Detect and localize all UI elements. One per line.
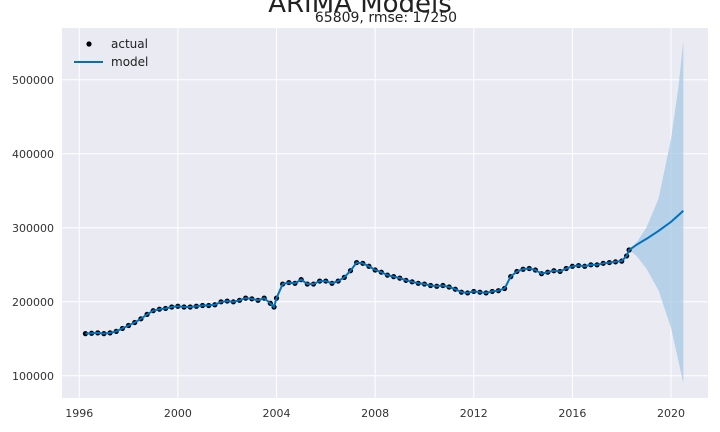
x-tick-label: 2012: [460, 407, 488, 420]
x-tick-label: 2000: [164, 407, 192, 420]
y-tick-label: 200000: [12, 296, 54, 309]
y-tick-label: 100000: [12, 370, 54, 383]
chart-title: ARIMA Models: [268, 0, 452, 19]
y-tick-label: 300000: [12, 222, 54, 235]
legend-actual-label: actual: [111, 37, 148, 51]
chart-subtitle: 65809, rmse: 17250: [315, 10, 457, 26]
x-tick-label: 2016: [558, 407, 586, 420]
x-tick-label: 1996: [65, 407, 93, 420]
y-axis-ticks: 100000 200000 300000 400000 500000: [12, 74, 54, 383]
grid: [62, 28, 708, 398]
model-series: [85, 210, 684, 335]
model-line: [85, 210, 684, 335]
plot-area: [62, 28, 708, 398]
x-axis-ticks: 1996 2000 2004 2008 2012 2016 2020: [65, 407, 685, 420]
y-tick-label: 400000: [12, 148, 54, 161]
legend-model-label: model: [111, 55, 148, 69]
x-tick-label: 2008: [361, 407, 389, 420]
confidence-band-area: [629, 40, 684, 384]
x-tick-label: 2004: [263, 407, 291, 420]
confidence-band: [629, 40, 684, 384]
legend: actual model: [74, 37, 148, 69]
y-tick-label: 500000: [12, 74, 54, 87]
legend-actual-marker: [86, 41, 92, 47]
x-tick-label: 2020: [657, 407, 685, 420]
